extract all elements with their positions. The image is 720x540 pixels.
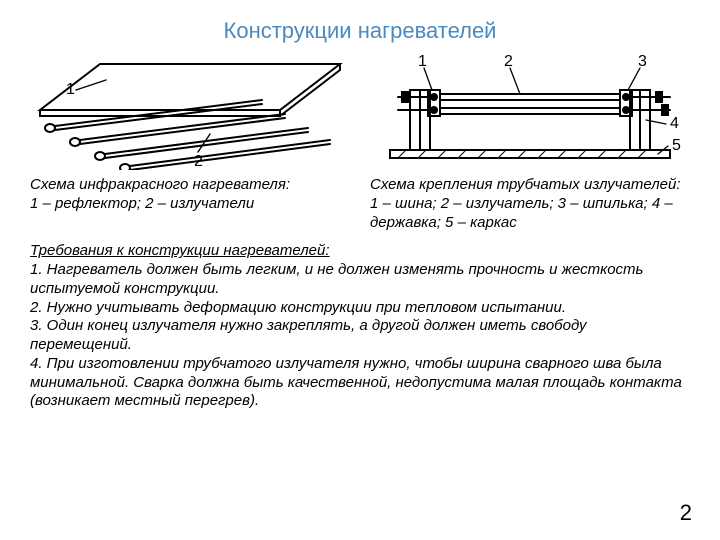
page-number: 2 bbox=[680, 500, 692, 526]
label-r2: 2 bbox=[504, 53, 513, 70]
diagram-right: 1 2 3 4 5 Схема крепления трубчатых излу… bbox=[370, 50, 690, 232]
right-caption-title: Схема крепления трубчатых излучателей: bbox=[370, 176, 681, 193]
label-r4: 4 bbox=[670, 115, 679, 132]
left-caption-title: Схема инфракрасного нагревателя: bbox=[30, 176, 290, 193]
left-caption-parts: 1 – рефлектор; 2 – излучатели bbox=[30, 195, 254, 212]
requirement-2: 2. Нужно учитывать деформацию конструкци… bbox=[30, 299, 566, 316]
requirement-1: 1. Нагреватель должен быть легким, и не … bbox=[30, 261, 643, 297]
requirement-3: 3. Один конец излучателя нужно закреплят… bbox=[30, 317, 587, 353]
label-r1: 1 bbox=[418, 53, 427, 70]
requirements-header: Требования к конструкции нагревателей: bbox=[30, 242, 330, 259]
left-caption: Схема инфракрасного нагревателя: 1 – реф… bbox=[30, 176, 350, 214]
label-1: 1 bbox=[66, 81, 75, 98]
label-r5: 5 bbox=[672, 137, 681, 154]
diagrams-row: 1 2 Схема инфракрасного нагревателя: 1 –… bbox=[30, 50, 690, 232]
requirement-4: 4. При изготовлении трубчатого излучател… bbox=[30, 355, 682, 410]
ir-heater-scheme: 1 2 bbox=[30, 50, 350, 170]
label-r3: 3 bbox=[638, 53, 647, 70]
requirements-block: Требования к конструкции нагревателей: 1… bbox=[30, 242, 690, 411]
right-caption: Схема крепления трубчатых излучателей: 1… bbox=[370, 176, 690, 232]
diagram-left: 1 2 Схема инфракрасного нагревателя: 1 –… bbox=[30, 50, 350, 214]
page-title: Конструкции нагревателей bbox=[30, 18, 690, 44]
label-2: 2 bbox=[194, 153, 203, 170]
tube-emitter-mounting-scheme: 1 2 3 4 5 bbox=[370, 50, 690, 170]
right-caption-parts: 1 – шина; 2 – излучатель; 3 – шпилька; 4… bbox=[370, 195, 673, 231]
